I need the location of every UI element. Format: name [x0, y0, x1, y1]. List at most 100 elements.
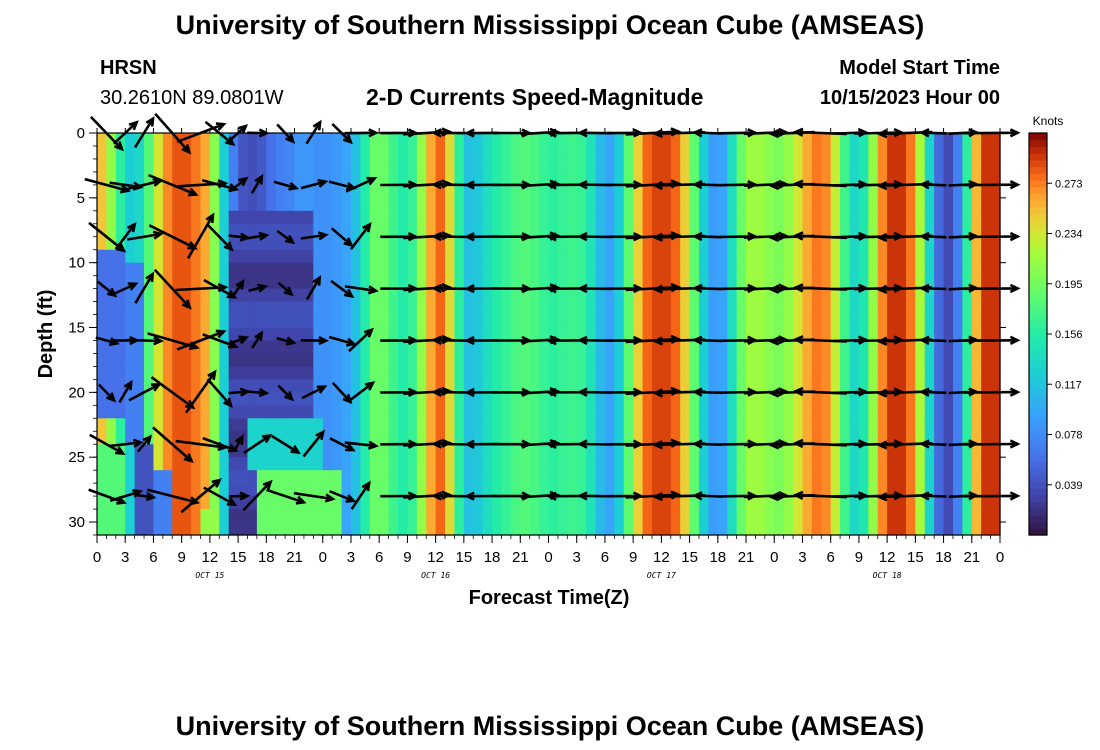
- heatmap-cell: [746, 262, 757, 277]
- heatmap-cell: [604, 431, 615, 445]
- heatmap-cell: [943, 145, 954, 160]
- heatmap-cell: [350, 133, 361, 147]
- current-vector: [300, 178, 329, 190]
- heatmap-cell: [473, 262, 484, 277]
- heatmap-cell: [661, 470, 672, 484]
- heatmap-cell: [774, 340, 785, 355]
- heatmap-cell: [623, 314, 634, 329]
- heatmap-cell: [858, 483, 869, 497]
- heatmap-cell: [256, 301, 267, 316]
- heatmap-cell: [821, 314, 832, 329]
- heatmap-cell: [764, 418, 775, 432]
- heatmap-cell: [350, 301, 361, 316]
- heatmap-cell: [821, 184, 832, 199]
- heatmap-cell: [868, 158, 879, 173]
- heatmap-cell: [567, 158, 578, 173]
- colorbar-swatch: [1029, 260, 1047, 268]
- heatmap-cell: [181, 444, 192, 458]
- heatmap-cell: [510, 262, 521, 277]
- heatmap-cell: [162, 184, 173, 199]
- heatmap-cell: [275, 470, 286, 484]
- heatmap-cell: [783, 522, 794, 536]
- heatmap-cell: [774, 496, 785, 510]
- heatmap-cell: [595, 366, 606, 380]
- heatmap-cell: [764, 522, 775, 536]
- heatmap-cell: [426, 483, 437, 497]
- heatmap-cell: [764, 262, 775, 277]
- heatmap-cell: [755, 223, 766, 238]
- heatmap-cell: [651, 133, 662, 147]
- heatmap-cell: [840, 275, 851, 290]
- heatmap-cell: [115, 223, 126, 238]
- heatmap-cell: [623, 197, 634, 212]
- heatmap-cell: [520, 392, 531, 406]
- heatmap-cell: [849, 418, 860, 432]
- heatmap-cell: [746, 145, 757, 160]
- heatmap-cell: [247, 379, 258, 393]
- heatmap-cell: [764, 483, 775, 497]
- heatmap-cell: [717, 184, 728, 199]
- heatmap-cell: [774, 223, 785, 238]
- heatmap-cell: [322, 483, 333, 497]
- heatmap-cell: [952, 158, 963, 173]
- current-vector: [576, 439, 612, 449]
- heatmap-cell: [388, 314, 399, 329]
- heatmap-cell: [557, 327, 568, 342]
- heatmap-cell: [858, 184, 869, 199]
- heatmap-cell: [952, 262, 963, 277]
- heatmap-cell: [134, 522, 145, 536]
- heatmap-cell: [219, 418, 230, 432]
- heatmap-cell: [539, 223, 550, 238]
- heatmap-cell: [219, 431, 230, 445]
- heatmap-cell: [115, 249, 126, 264]
- heatmap-cell: [191, 210, 202, 225]
- heatmap-cell: [153, 210, 164, 225]
- current-vector: [95, 336, 120, 347]
- heatmap-cell: [219, 145, 230, 160]
- heatmap-cell: [256, 145, 267, 160]
- heatmap-cell: [614, 392, 625, 406]
- current-vector: [96, 280, 118, 298]
- heatmap-cell: [821, 444, 832, 458]
- heatmap-cell: [529, 275, 540, 290]
- heatmap-cell: [388, 171, 399, 186]
- heatmap-cell: [840, 457, 851, 471]
- current-vector: [293, 491, 336, 503]
- heatmap-cell: [125, 483, 136, 497]
- heatmap-cell: [200, 288, 211, 303]
- current-vector: [691, 180, 723, 190]
- heatmap-cell: [548, 366, 559, 380]
- heatmap-cell: [802, 145, 813, 160]
- heatmap-cell: [313, 444, 324, 458]
- heatmap-cell: [868, 145, 879, 160]
- current-vector: [350, 480, 371, 510]
- heatmap-cell: [915, 184, 926, 199]
- x-tick-label: 9: [855, 549, 863, 566]
- heatmap-cell: [294, 470, 305, 484]
- heatmap-cell: [106, 418, 117, 432]
- heatmap-cell: [557, 249, 568, 264]
- heatmap-cell: [285, 301, 296, 316]
- heatmap-cell: [604, 340, 615, 355]
- heatmap-cell: [943, 353, 954, 368]
- heatmap-cell: [501, 171, 512, 186]
- heatmap-cell: [209, 522, 220, 536]
- colorbar-swatch: [1029, 233, 1047, 241]
- heatmap-cell: [924, 197, 935, 212]
- heatmap-cell: [388, 366, 399, 380]
- heatmap-cell: [144, 353, 155, 368]
- heatmap-cell: [144, 210, 155, 225]
- heatmap-cell: [783, 236, 794, 251]
- heatmap-cell: [548, 405, 559, 419]
- y-tick-label: 30: [68, 514, 85, 531]
- heatmap-cell: [247, 418, 258, 432]
- heatmap-cell: [915, 249, 926, 264]
- heatmap-cell: [877, 197, 888, 212]
- x-tick-label: 18: [258, 549, 275, 566]
- heatmap-cell: [595, 314, 606, 329]
- heatmap-cell: [341, 405, 352, 419]
- heatmap-cell: [379, 133, 390, 147]
- heatmap-cell: [642, 171, 653, 186]
- heatmap-cell: [529, 509, 540, 523]
- heatmap-cell: [576, 457, 587, 471]
